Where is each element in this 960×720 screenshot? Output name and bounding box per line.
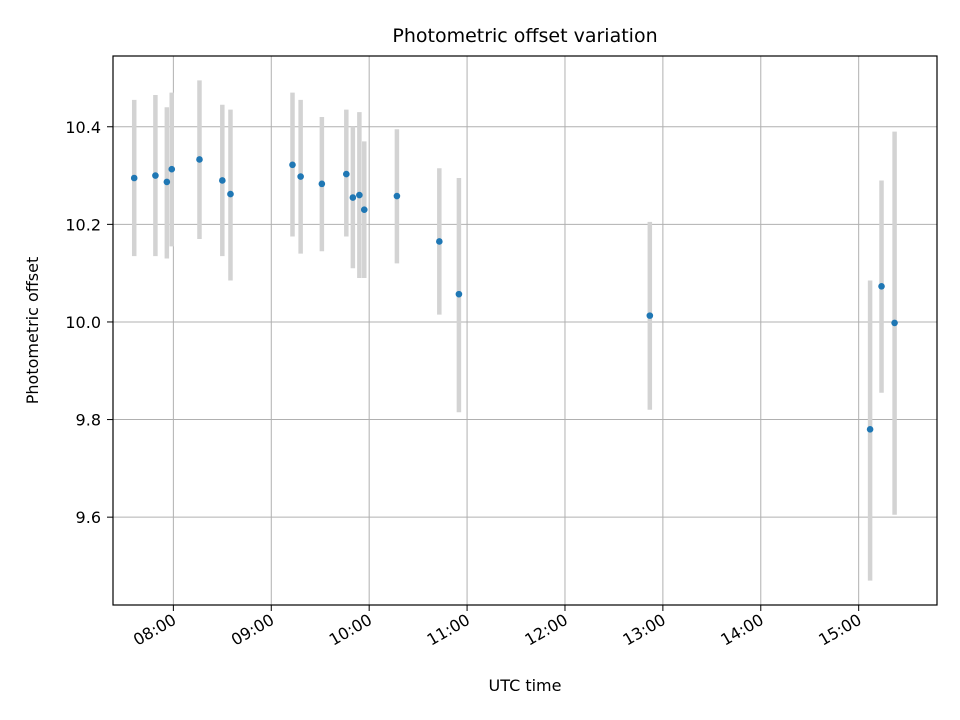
data-point	[168, 165, 176, 173]
data-point	[866, 426, 874, 433]
data-point	[646, 312, 654, 319]
plot-frame	[112, 55, 938, 606]
data-point	[878, 283, 885, 290]
data-point	[130, 174, 138, 182]
data-point	[196, 156, 203, 163]
x-axis-label: UTC time	[489, 676, 562, 695]
y-tick-label: 9.8	[76, 411, 101, 430]
chart-title: Photometric offset variation	[392, 25, 657, 47]
data-point	[219, 177, 226, 184]
y-tick-label: 9.6	[76, 508, 101, 527]
data-point	[393, 192, 401, 200]
data-point	[455, 290, 463, 298]
data-point	[152, 172, 159, 179]
data-point	[318, 180, 326, 188]
data-points	[130, 156, 898, 433]
data-point	[289, 161, 296, 169]
data-point	[297, 173, 304, 180]
y-tick-label: 10.4	[65, 118, 101, 137]
y-tick-label: 10.2	[65, 215, 101, 234]
data-point	[360, 206, 368, 214]
data-point	[163, 178, 171, 186]
data-point	[891, 319, 898, 327]
data-point	[356, 191, 363, 199]
y-tick-label: 10.0	[65, 313, 101, 332]
data-point	[227, 190, 234, 198]
y-axis-label: Photometric offset	[23, 257, 42, 405]
y-axis: 9.6 9.8 10.0 10.2 10.4	[65, 118, 113, 527]
data-point	[349, 194, 357, 201]
data-point	[343, 170, 350, 178]
grid	[113, 56, 937, 605]
data-point	[436, 238, 443, 245]
